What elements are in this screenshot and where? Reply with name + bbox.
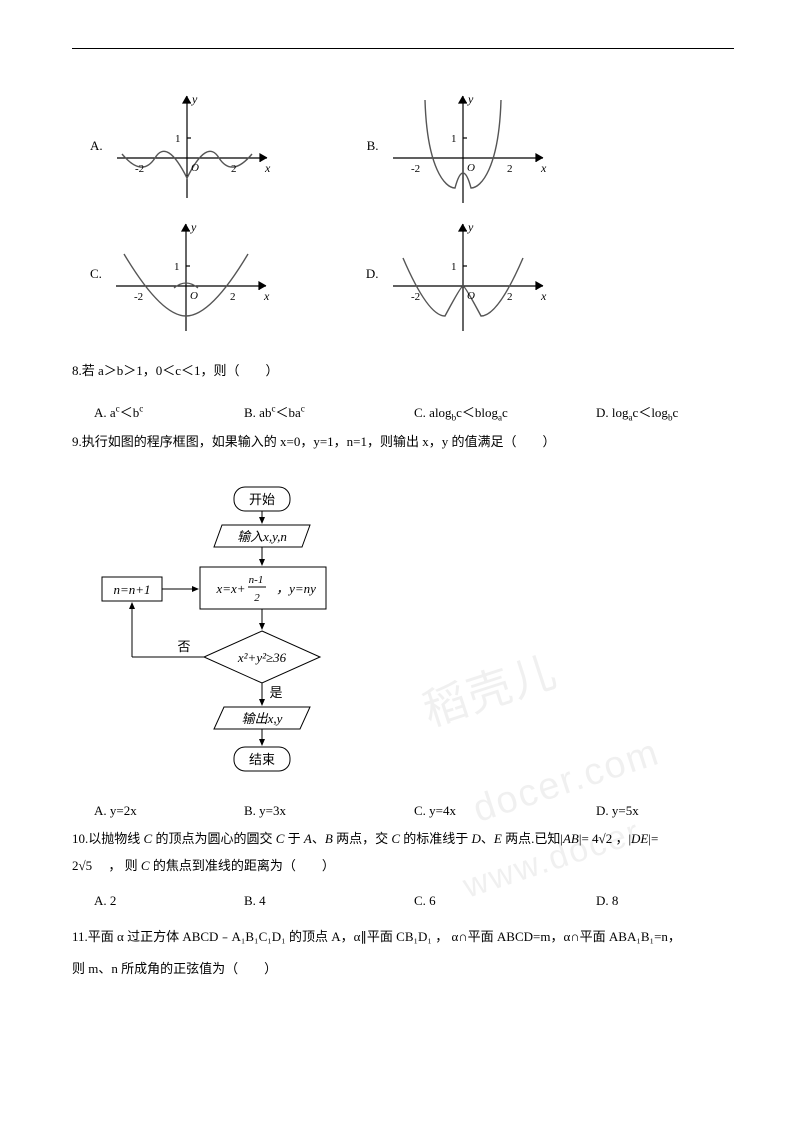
tick-pos: 2 — [507, 163, 513, 175]
t: |= — [648, 831, 658, 846]
t: 10.以抛物线 — [72, 831, 144, 846]
q10-line2: 2√5 ， 则 C 的焦点到准线的距离为（ ） — [72, 853, 734, 879]
t: 的焦点到准线的距离为（ ） — [150, 858, 335, 873]
graph-cell-a: A. y x -2 2 1 O — [90, 88, 277, 208]
t: 、 — [481, 831, 494, 846]
q8-text: 8.若 a＞b＞1，0＜c＜1，则（ ） — [72, 358, 734, 384]
tick-neg: -2 — [411, 163, 420, 175]
graph-b-svg: y x -2 2 1 O — [383, 88, 553, 208]
axis-x-label: x — [540, 161, 547, 175]
t: 、 — [312, 831, 325, 846]
flowchart-svg: 开始 输入x,y,n x=x+ n-1 2 ，y=ny n=n+1 x²+y²≥… — [92, 483, 392, 793]
flow-input: 输入x,y,n — [237, 529, 287, 544]
t: DE — [631, 831, 648, 846]
t: C — [141, 858, 150, 873]
t: A — [304, 831, 312, 846]
axis-x-label: x — [264, 161, 271, 175]
q9-opt-a: A. y=2x — [94, 803, 244, 819]
graphs-row-1: A. y x -2 2 1 O B. — [90, 88, 734, 208]
q8-options: A. ac＜bc B. abc＜bac C. alogbc＜blogac D. … — [72, 402, 734, 423]
axis-y-label: y — [467, 220, 474, 234]
tick-y1: 1 — [451, 261, 457, 273]
t: B — [325, 831, 333, 846]
t: C — [144, 831, 153, 846]
graph-label-b: B. — [367, 138, 379, 208]
axis-x-label: x — [540, 289, 547, 303]
flow-nplus: n=n+1 — [113, 582, 150, 597]
tick-y1: 1 — [174, 261, 180, 273]
q9-opt-c: C. y=4x — [414, 803, 596, 819]
tick-neg: -2 — [135, 163, 144, 175]
t: AB — [563, 831, 579, 846]
t: 的标准线于 — [400, 831, 472, 846]
q10-opt-b: B. 4 — [244, 893, 414, 909]
opt-label: B. abc＜bac — [244, 405, 305, 420]
tick-y1: 1 — [175, 133, 181, 145]
q11-line2: 则 m、n 所成角的正弦值为（ ） — [72, 956, 734, 982]
origin: O — [191, 162, 199, 174]
tick-pos: 2 — [230, 291, 236, 303]
flow-frac-top: n-1 — [249, 574, 264, 586]
t: 两点，交 — [333, 831, 392, 846]
axis-y-label: y — [467, 92, 474, 106]
flow-no: 否 — [177, 639, 190, 654]
flow-yes: 是 — [269, 685, 282, 700]
t: 两点.已知| — [502, 831, 563, 846]
tick-neg: -2 — [411, 291, 420, 303]
flow-frac-bot: 2 — [254, 592, 260, 604]
origin: O — [467, 162, 475, 174]
graph-cell-c: C. y x -2 2 1 O — [90, 216, 276, 336]
opt-label: C. alogbc＜blogac — [414, 405, 508, 420]
q8-opt-d: D. logac＜logbc — [596, 402, 678, 423]
q10-opt-c: C. 6 — [414, 893, 596, 909]
flow-cond: x²+y²≥36 — [237, 650, 287, 665]
graph-a-svg: y x -2 2 1 O — [107, 88, 277, 208]
flow-end: 结束 — [249, 752, 275, 767]
flow-output: 输出x,y — [242, 711, 283, 726]
flow-start: 开始 — [249, 492, 275, 507]
graph-label-c: C. — [90, 266, 102, 336]
q9-options: A. y=2x B. y=3x C. y=4x D. y=5x — [72, 803, 734, 819]
t: C — [391, 831, 400, 846]
t: 于 — [284, 831, 304, 846]
tick-neg: -2 — [134, 291, 143, 303]
flow-assign-y: ，y=ny — [276, 581, 316, 596]
tick-pos: 2 — [507, 291, 513, 303]
flow-assign-pre: x=x+ — [215, 581, 245, 596]
q10-opt-a: A. 2 — [94, 893, 244, 909]
q10-options: A. 2 B. 4 C. 6 D. 8 — [72, 893, 734, 909]
origin: O — [467, 290, 475, 302]
graph-cell-d: D. y x -2 2 1 O — [366, 216, 553, 336]
q10-text: 10.以抛物线 C 的顶点为圆心的圆交 C 于 A、B 两点，交 C 的标准线于… — [72, 825, 734, 854]
graph-cell-b: B. y x -2 2 1 O — [367, 88, 553, 208]
tick-pos: 2 — [231, 163, 237, 175]
flowchart: 开始 输入x,y,n x=x+ n-1 2 ，y=ny n=n+1 x²+y²≥… — [92, 483, 734, 797]
q9-opt-d: D. y=5x — [596, 803, 639, 819]
t: 的顶点为圆心的圆交 — [152, 831, 276, 846]
graphs-row-2: C. y x -2 2 1 O D. — [90, 216, 734, 336]
tick-y1: 1 — [451, 133, 457, 145]
axis-x-label: x — [263, 289, 270, 303]
q8-opt-b: B. abc＜bac — [244, 402, 414, 423]
graph-c-svg: y x -2 2 1 O — [106, 216, 276, 336]
q9-text: 9.执行如图的程序框图，如果输入的 x=0，y=1，n=1，则输出 x，y 的值… — [72, 429, 734, 455]
opt-label: D. logac＜logbc — [596, 405, 678, 420]
graph-label-d: D. — [366, 266, 379, 336]
q9-opt-b: B. y=3x — [244, 803, 414, 819]
q8-opt-a: A. ac＜bc — [94, 402, 244, 423]
axis-y-label: y — [190, 220, 197, 234]
t: 2√5 ， 则 — [72, 858, 141, 873]
axis-y-label: y — [191, 92, 198, 106]
t: E — [494, 831, 502, 846]
top-rule — [72, 48, 734, 49]
origin: O — [190, 290, 198, 302]
graph-label-a: A. — [90, 138, 103, 208]
q10-opt-d: D. 8 — [596, 893, 618, 909]
t: D — [472, 831, 481, 846]
q11-text: 11.平面 α 过正方体 ABCD﹣A₁B₁C₁D₁ 的顶点 A，α∥平面 CB… — [72, 923, 734, 952]
opt-label: A. ac＜bc — [94, 405, 143, 420]
t: |= 4√2 ，| — [579, 831, 631, 846]
graph-d-svg: y x -2 2 1 O — [383, 216, 553, 336]
q8-opt-c: C. alogbc＜blogac — [414, 402, 596, 423]
